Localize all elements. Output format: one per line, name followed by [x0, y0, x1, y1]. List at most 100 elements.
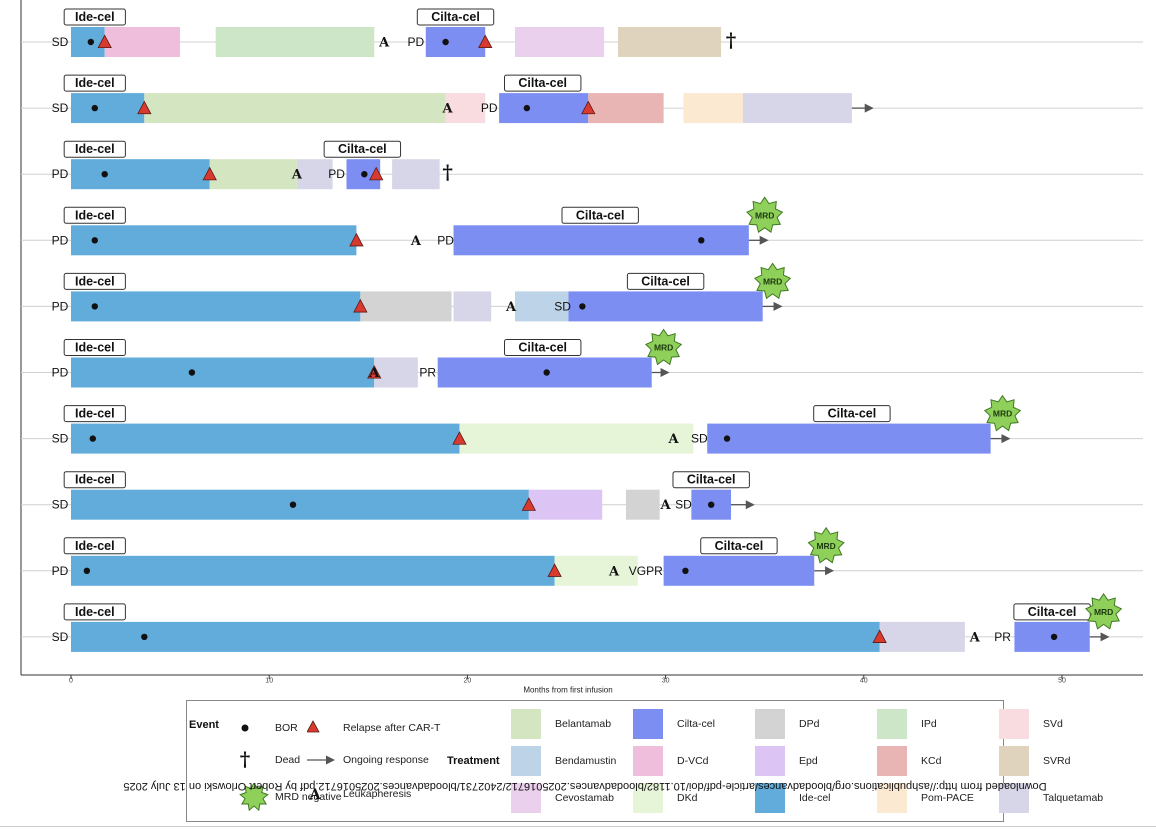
car-t-label-box: [672, 471, 750, 489]
treatment-bar-bendamustin: [514, 291, 569, 322]
car-t-label: Cilta-cel: [1028, 605, 1077, 619]
car-t-label: Ide-cel: [75, 142, 115, 156]
car-t-label: Ide-cel: [75, 10, 115, 24]
legend-treatment-svd: SVd: [999, 709, 1063, 739]
treatment-bar-d-vcd: [104, 27, 181, 57]
ongoing-arrow-head: [1100, 632, 1110, 642]
legend-treatment-dkd: DKd: [633, 783, 697, 813]
legend-treatment-label: Epd: [799, 755, 818, 767]
car-t-label-box: [63, 537, 126, 555]
dead-icon: †: [240, 749, 250, 771]
legend-treatment-label: Cevostamab: [555, 792, 614, 804]
legend-treatment-label: Bendamustin: [555, 755, 617, 767]
bor-dot: [289, 501, 297, 508]
legend-swatch: [755, 709, 785, 739]
car-t-label-box: [323, 140, 402, 158]
treatment-bar-epd: [528, 489, 603, 520]
second-response-label: PD: [408, 35, 425, 49]
legend-event-label: Leukapheresis: [343, 788, 412, 800]
car-t-label: Cilta-cel: [687, 473, 736, 487]
legend-treatment-label: Talquetamab: [1043, 792, 1104, 804]
leukapheresis-mark: A: [410, 234, 422, 249]
leukapheresis-mark: A: [378, 36, 390, 51]
treatment-bar-talquetamab: [392, 159, 440, 190]
legend-swatch: [999, 783, 1029, 813]
treatment-bar-dpd: [360, 291, 452, 322]
legend-treatment-cilta-cel: Cilta-cel: [633, 709, 715, 739]
treatment-bar-ide-cel: [71, 621, 880, 652]
row-response-label: PD: [52, 366, 69, 380]
relapse-icon: [307, 720, 320, 733]
leukapheresis-mark: A: [505, 300, 517, 315]
car-t-label-box: [63, 140, 126, 158]
legend-treatment-label: Ide-cel: [799, 792, 831, 804]
legend-treatment-belantamab: Belantamab: [511, 709, 611, 739]
treatment-bar-ide-cel: [71, 291, 361, 322]
ongoing-arrow-head: [825, 566, 835, 576]
treatment-bar-cevostamab: [514, 27, 605, 57]
mrd-negative-star: [1085, 593, 1123, 630]
legend-swatch: [633, 783, 663, 813]
car-t-label: Cilta-cel: [715, 539, 764, 553]
bor-dot: [543, 369, 550, 376]
legend-event-label: Ongoing response: [343, 754, 429, 766]
leukapheresis-mark: A: [368, 366, 380, 381]
second-response-label: VGPR: [629, 564, 663, 578]
treatment-bar-ide-cel: [71, 159, 210, 190]
treatment-bar-ide-cel: [71, 489, 529, 520]
legend-event-ongoing: Ongoing response: [307, 749, 429, 771]
treatment-bar-cilta-cel: [425, 27, 486, 57]
bor-icon: [241, 724, 249, 732]
ongoing-arrow-head: [745, 500, 755, 510]
bor-dot: [91, 104, 98, 112]
row-response-label: PD: [52, 233, 69, 247]
legend-swatch: [633, 709, 663, 739]
treatment-bar-talquetamab: [453, 291, 492, 322]
bor-dot: [442, 38, 449, 46]
leukapheresis-mark: A: [660, 498, 672, 513]
download-watermark: Downloaded from http://ashpublications.o…: [123, 780, 1047, 792]
svg-text:†: †: [240, 749, 250, 771]
treatment-bar-cilta-cel: [499, 93, 589, 124]
mrd-negative-star: [807, 526, 845, 564]
legend-swatch: [877, 709, 907, 739]
mrd-badge-label: MRD: [816, 541, 835, 551]
bor-dot: [87, 38, 95, 46]
legend-treatment-label: SVRd: [1043, 755, 1071, 767]
second-response-label: PD: [328, 167, 345, 181]
bor-dot: [141, 633, 148, 641]
legend-treatment-d-vcd: D-VCd: [633, 746, 709, 776]
car-t-label: Ide-cel: [75, 407, 115, 421]
car-t-label: Cilta-cel: [828, 407, 877, 421]
legend-swatch: [511, 783, 541, 813]
relapse-triangle: [97, 34, 112, 49]
legend-treatment-cevostamab: Cevostamab: [511, 783, 614, 813]
treatment-bar-talquetamab: [296, 159, 333, 190]
row-response-label: SD: [52, 101, 69, 115]
mrd-badge-label: MRD: [763, 276, 782, 286]
car-t-label-box: [813, 405, 891, 423]
treatment-bar-belantamab: [209, 159, 297, 190]
ongoing-arrow-head: [660, 368, 670, 377]
relapse-triangle: [547, 563, 562, 577]
car-t-label: Cilta-cel: [576, 208, 625, 222]
car-t-label-box: [700, 537, 778, 555]
legend-treatment-pom-pace: Pom-PACE: [877, 783, 974, 813]
car-t-label-box: [63, 603, 126, 621]
row-response-label: PD: [52, 564, 69, 578]
relapse-triangle: [452, 431, 467, 445]
treatment-bar-pom-pace: [683, 93, 743, 124]
legend-swatch: [511, 709, 541, 739]
car-t-label-box: [63, 405, 126, 423]
leukapheresis-mark: A: [969, 630, 981, 645]
legend-event-mrd: MRD negative: [239, 783, 342, 811]
bor-dot: [188, 369, 196, 376]
row-response-label: PD: [52, 167, 69, 181]
legend-treatment-title: Treatment: [447, 755, 500, 767]
bor-dot: [579, 303, 586, 310]
treatment-bar-svd: [445, 93, 486, 124]
legend-event-label: BOR: [275, 722, 298, 734]
car-t-label: Ide-cel: [75, 539, 115, 553]
legend-event-label: MRD negative: [275, 791, 342, 803]
treatment-bar-cilta-cel: [663, 555, 815, 586]
